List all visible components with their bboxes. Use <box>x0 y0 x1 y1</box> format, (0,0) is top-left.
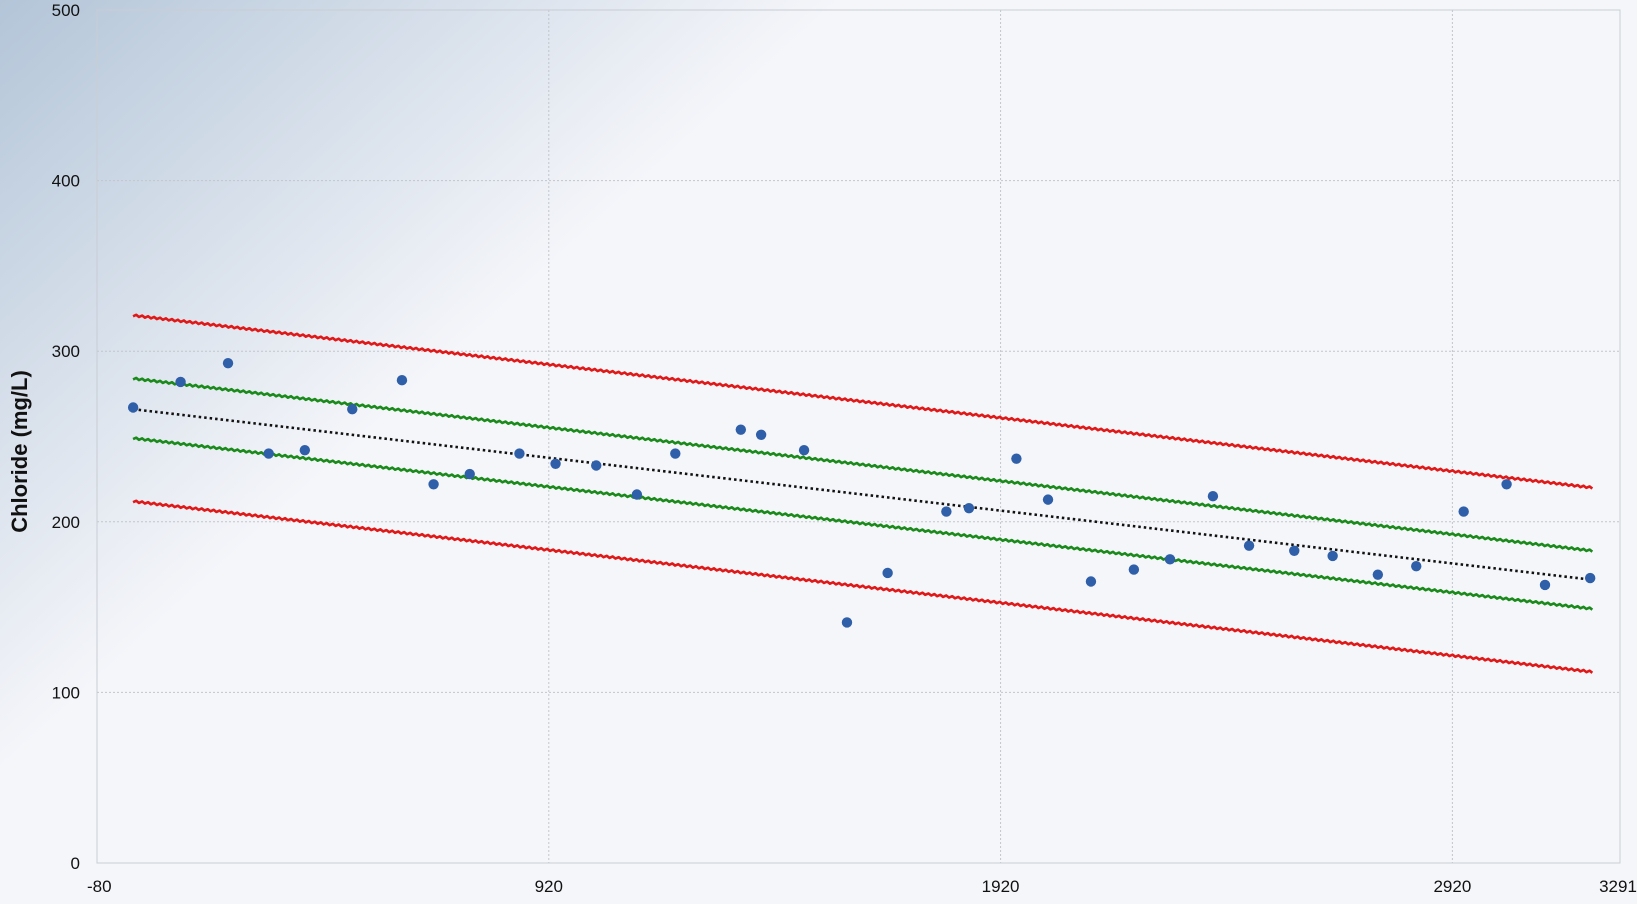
x-axis-ticks: -80 920 1920 2920 3291 <box>87 877 1637 896</box>
data-point <box>670 448 681 459</box>
data-point <box>1327 550 1338 562</box>
data-point <box>735 424 747 435</box>
data-point <box>1011 453 1022 464</box>
data-point <box>1584 572 1596 584</box>
y-tick-label: 400 <box>52 172 80 191</box>
y-tick-label: 200 <box>52 513 80 532</box>
data-point <box>1539 579 1551 591</box>
data-point <box>591 460 602 471</box>
data-point <box>1289 545 1300 557</box>
x-tick-label: 2920 <box>1433 877 1471 896</box>
data-point <box>882 567 893 579</box>
data-point <box>175 376 186 388</box>
inner-band-lower-line <box>132 436 1594 611</box>
band-lines <box>132 313 1594 674</box>
data-points <box>127 357 1596 628</box>
data-point <box>222 357 234 369</box>
x-tick-label: 1920 <box>982 877 1020 896</box>
y-tick-label: 0 <box>71 854 80 873</box>
data-point <box>1411 560 1422 572</box>
data-point <box>798 444 810 456</box>
data-point <box>1501 479 1512 490</box>
x-tick-label: 920 <box>535 877 563 896</box>
outer-band-upper-line <box>132 313 1594 490</box>
data-point <box>299 444 311 456</box>
y-tick-label: 100 <box>52 683 80 702</box>
outer-band-lower-line <box>132 499 1594 674</box>
data-point <box>1458 506 1469 517</box>
data-point <box>550 458 561 469</box>
data-point <box>1372 569 1384 580</box>
data-point <box>464 468 475 480</box>
data-point <box>1243 540 1255 551</box>
inner-band-upper-line <box>132 376 1594 553</box>
data-point <box>755 429 767 440</box>
y-tick-label: 500 <box>52 1 80 20</box>
grid <box>97 10 1620 863</box>
x-tick-label: 3291 <box>1599 877 1637 896</box>
y-tick-label: 300 <box>52 342 80 361</box>
data-point <box>1164 554 1176 565</box>
data-point <box>1128 564 1140 575</box>
y-axis-title: Chloride (mg/L) <box>7 370 32 533</box>
data-point <box>1207 491 1219 502</box>
data-point <box>1085 576 1097 587</box>
data-point <box>963 502 975 514</box>
y-axis-ticks: 0 100 200 300 400 500 <box>52 1 80 873</box>
data-point <box>396 375 408 386</box>
data-point <box>514 448 525 459</box>
data-point <box>347 404 358 415</box>
data-point <box>263 448 274 459</box>
plot-area-border <box>96 9 1621 864</box>
data-point <box>631 489 643 500</box>
data-point <box>1042 494 1054 505</box>
data-point <box>428 479 439 490</box>
data-point <box>127 402 139 413</box>
data-point <box>941 506 952 517</box>
data-point <box>841 617 853 628</box>
x-tick-label: -80 <box>87 877 112 896</box>
